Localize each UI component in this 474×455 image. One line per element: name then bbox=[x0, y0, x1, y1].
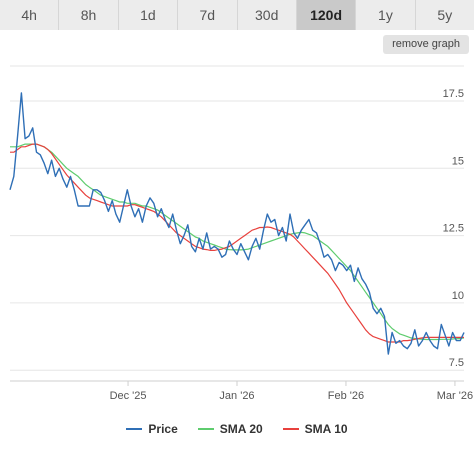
x-tick-label: Dec '25 bbox=[110, 390, 147, 402]
legend-swatch bbox=[197, 428, 214, 430]
chart-legend: Price SMA 20 SMA 10 bbox=[0, 420, 474, 438]
legend-label: Price bbox=[148, 422, 178, 436]
legend-label: SMA 10 bbox=[304, 422, 348, 436]
tab-1d[interactable]: 1d bbox=[118, 0, 179, 30]
series-line-sma-10 bbox=[10, 143, 464, 343]
series-line-price bbox=[9, 92, 465, 355]
legend-swatch bbox=[282, 428, 299, 430]
tab-5y[interactable]: 5y bbox=[415, 0, 474, 30]
range-tabs: 4h 8h 1d 7d 30d 120d 1y 5y bbox=[0, 0, 474, 30]
tab-4h[interactable]: 4h bbox=[0, 0, 60, 30]
price-chart: 7.5 10 12.5 15 17.5 Dec '25 Jan '26 Feb '26 Mar … bbox=[9, 65, 473, 402]
x-tick-label: Jan '26 bbox=[219, 390, 254, 402]
tab-30d[interactable]: 30d bbox=[237, 0, 297, 30]
tab-7d[interactable]: 7d bbox=[178, 0, 238, 30]
tab-1y[interactable]: 1y bbox=[356, 0, 416, 30]
tab-120d[interactable]: 120d bbox=[296, 0, 357, 30]
y-tick-label: 15 bbox=[452, 155, 464, 167]
remove-graph-button[interactable]: remove graph bbox=[383, 35, 469, 54]
tab-8h[interactable]: 8h bbox=[59, 0, 119, 30]
y-tick-label: 10 bbox=[452, 290, 464, 302]
legend-item[interactable]: SMA 20 bbox=[197, 420, 263, 438]
legend-label: SMA 20 bbox=[219, 422, 263, 436]
legend-item[interactable]: SMA 10 bbox=[282, 420, 348, 438]
y-tick-label: 12.5 bbox=[443, 223, 464, 235]
legend-item[interactable]: Price bbox=[126, 420, 178, 438]
legend-swatch bbox=[126, 428, 143, 430]
x-tick-label: Mar '26 bbox=[437, 390, 473, 402]
y-tick-label: 7.5 bbox=[449, 357, 464, 369]
series-line-sma-20 bbox=[10, 143, 465, 341]
x-tick-label: Feb '26 bbox=[328, 390, 364, 402]
y-tick-label: 17.5 bbox=[443, 88, 464, 100]
